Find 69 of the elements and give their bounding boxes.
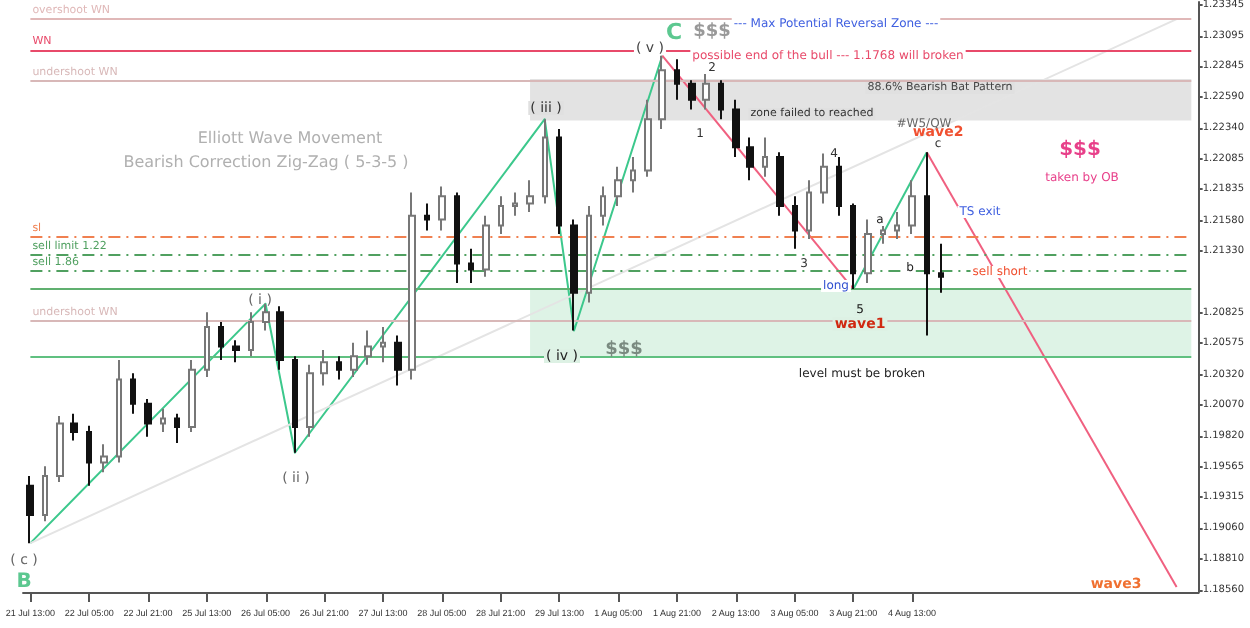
candlestick <box>688 79 696 111</box>
candlestick <box>674 58 680 101</box>
annotation: B <box>16 571 32 593</box>
candlestick <box>762 136 768 178</box>
candlestick <box>718 79 724 121</box>
candlestick <box>792 195 798 250</box>
candlestick <box>468 247 474 284</box>
candlestick <box>614 165 622 207</box>
candlestick <box>746 136 754 182</box>
candlestick <box>42 465 48 523</box>
annotation: C <box>665 19 683 45</box>
annotation: $$$ <box>1059 139 1101 161</box>
candlestick <box>702 73 710 111</box>
candlestick <box>320 349 328 387</box>
candlestick <box>144 397 152 438</box>
candlestick <box>70 412 78 442</box>
candlestick <box>630 156 636 194</box>
candlestick <box>924 151 930 337</box>
candlestick <box>248 311 254 358</box>
candlestick <box>116 358 122 464</box>
candlestick <box>394 334 402 387</box>
candlestick <box>350 341 358 378</box>
candlestick <box>292 355 298 454</box>
candlestick <box>130 372 136 415</box>
candlestick <box>380 325 386 364</box>
candlestick <box>526 179 534 214</box>
candlestick <box>776 151 784 217</box>
annotation: $$$ <box>605 340 643 360</box>
candlestick <box>26 474 34 545</box>
candlestick <box>836 156 842 217</box>
candlestick <box>160 407 166 433</box>
candlestick <box>364 329 372 366</box>
candlestick <box>850 202 856 291</box>
candlestick <box>820 152 828 205</box>
candlestick <box>454 191 460 284</box>
candlestick <box>498 195 504 236</box>
annotation: Bearish Correction Zig-Zag ( 5-3-5 ) <box>123 153 409 171</box>
annotation: $$$ <box>693 22 731 42</box>
candlestick <box>570 218 578 332</box>
candlestick <box>306 363 314 438</box>
candlestick <box>262 302 270 332</box>
line-series <box>29 54 664 545</box>
candlestick <box>864 218 872 284</box>
candlestick <box>174 412 180 444</box>
candlestick <box>732 98 740 159</box>
candlestick <box>600 185 606 227</box>
candlestick <box>232 339 240 364</box>
candlestick <box>424 202 430 232</box>
candlestick <box>542 118 548 205</box>
candlestick <box>86 424 92 487</box>
candlestick <box>100 443 108 474</box>
candlestick <box>218 321 224 361</box>
candlestick <box>408 191 416 381</box>
candlestick <box>806 179 812 240</box>
candlestick <box>512 191 518 217</box>
candlestick <box>204 311 210 378</box>
candlestick <box>894 211 900 240</box>
candlestick <box>644 98 652 178</box>
candlestick <box>938 242 944 294</box>
candlestick <box>276 305 284 371</box>
candlestick <box>556 128 562 236</box>
candlestick <box>336 355 342 381</box>
annotation: Elliott Wave Movement <box>197 129 383 147</box>
candlestick <box>188 358 196 433</box>
candlestick <box>586 204 592 304</box>
candlestick <box>908 179 916 236</box>
candlestick <box>482 214 490 278</box>
candlestick <box>438 185 446 232</box>
candlestick <box>56 415 64 484</box>
